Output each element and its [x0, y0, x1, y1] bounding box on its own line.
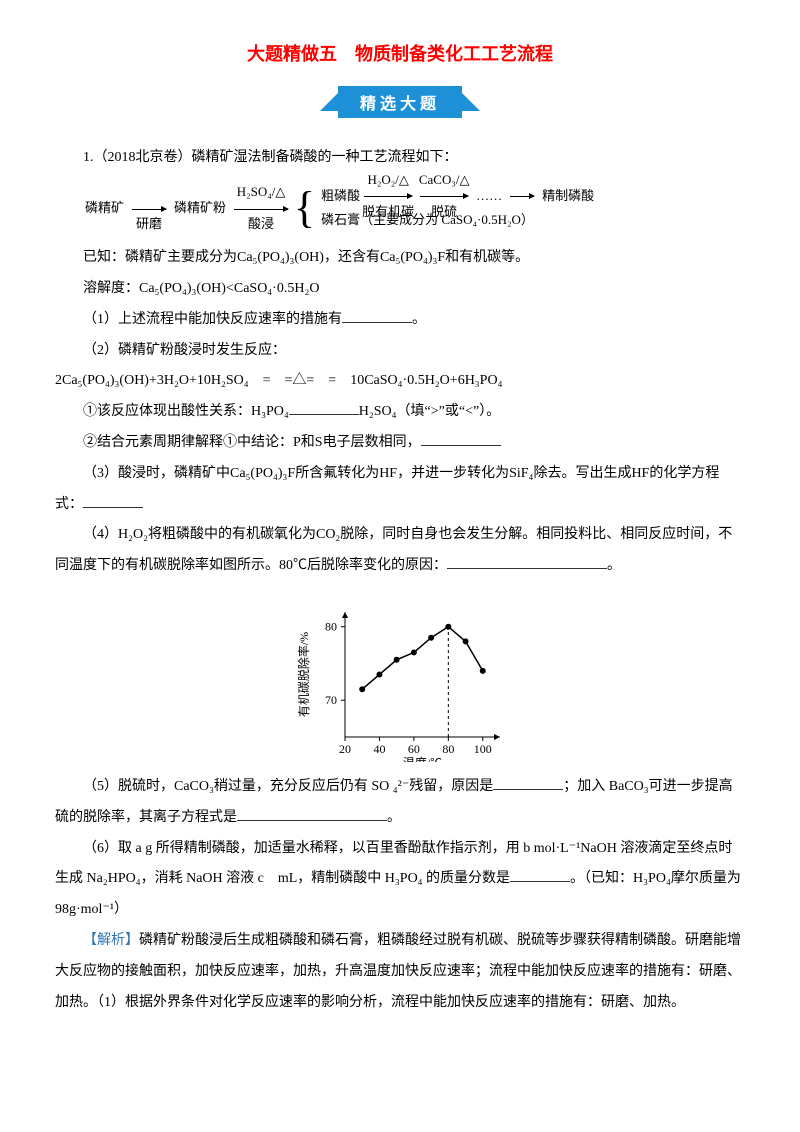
- q1-1-text: （1）上述流程中能加快反应速率的措施有: [83, 312, 342, 327]
- q1-3-text: （3）酸浸时，磷精矿中Ca₅(PO₄)₃F所含氟转化为HF，并进一步转化为SiF…: [55, 466, 719, 512]
- flow-node-3a: 粗磷酸: [321, 184, 360, 209]
- main-title: 大题精做五 物质制备类化工工艺流程: [55, 40, 745, 66]
- q1-2: （2）磷精矿粉酸浸时发生反应：: [55, 336, 745, 367]
- blank: [237, 820, 387, 821]
- flow-node-2: 磷精矿粉: [170, 196, 230, 221]
- q1-3: （3）酸浸时，磷精矿中Ca₅(PO₄)₃F所含氟转化为HF，并进一步转化为SiF…: [55, 459, 745, 521]
- flow-arrow-1: [132, 209, 166, 210]
- q1-4-tail: 。: [607, 558, 621, 573]
- flow-node-1: 磷精矿: [81, 196, 128, 221]
- flow-brace: {: [292, 186, 317, 230]
- svg-text:60: 60: [408, 742, 420, 756]
- blank: [421, 445, 501, 446]
- blank: [447, 568, 607, 569]
- svg-text:80: 80: [325, 620, 337, 634]
- flow-arrow-2-top: H₂SO₄/△: [230, 180, 292, 205]
- banner-right-decor: [462, 93, 480, 111]
- flow-arrow-1-label: 研磨: [128, 212, 170, 237]
- banner: 精选大题: [55, 86, 745, 118]
- svg-text:有机碳脱除率/%: 有机碳脱除率/%: [296, 632, 311, 717]
- flow-arrow-4: [420, 196, 468, 197]
- flow-arrow-2: [234, 209, 288, 210]
- blank: [493, 789, 563, 790]
- equation: 2Ca₅(PO₄)₃(OH)+3H₂O+10H₂SO₄ = =△= = 10Ca…: [55, 366, 745, 397]
- svg-text:100: 100: [474, 742, 492, 756]
- banner-label: 精选大题: [338, 86, 462, 118]
- q1-2b-text: ②结合元素周期律解释①中结论：P和S电子层数相同，: [83, 435, 421, 450]
- q1-2b: ②结合元素周期律解释①中结论：P和S电子层数相同，: [55, 428, 745, 459]
- flow-arrow-4-top: CaCO₃/△: [416, 168, 472, 193]
- blank: [342, 322, 412, 323]
- svg-text:80: 80: [442, 742, 454, 756]
- blank: [510, 881, 570, 882]
- svg-text:温度/℃: 温度/℃: [403, 755, 442, 762]
- q1-5a: （5）脱硫时，CaCO₃稍过量，充分反应后仍有 SO ₄²⁻残留，原因是: [83, 779, 493, 794]
- svg-text:40: 40: [373, 742, 385, 756]
- page: 大题精做五 物质制备类化工工艺流程 精选大题 1.（2018北京卷）磷精矿湿法制…: [0, 0, 800, 1058]
- flow-arrow-4-bottom: 脱硫: [416, 200, 472, 225]
- flow-arrow-3-top: H₂O₂/△: [360, 168, 416, 193]
- q1-2a: ①该反应体现出酸性关系：H₃PO₄ H₂SO₄（填“>”或“<”）。: [55, 397, 745, 428]
- banner-left-decor: [320, 93, 338, 111]
- q1-5-tail: 。: [387, 810, 401, 825]
- known-1: 已知：磷精矿主要成分为Ca₅(PO₄)₃(OH)，还含有Ca₅(PO₄)₃F和有…: [55, 243, 745, 274]
- analysis-text: 磷精矿粉酸浸后生成粗磷酸和磷石膏，粗磷酸经过脱有机碳、脱硫等步骤获得精制磷酸。研…: [55, 933, 741, 1010]
- flow-node-5: 精制磷酸: [538, 184, 598, 209]
- flow-dots: ……: [472, 184, 506, 209]
- analysis: 【解析】磷精矿粉酸浸后生成粗磷酸和磷石膏，粗磷酸经过脱有机碳、脱硫等步骤获得精制…: [55, 926, 745, 1018]
- flow-arrow-2-bottom: 酸浸: [230, 212, 292, 237]
- known-2: 溶解度：Ca₅(PO₄)₃(OH)<CaSO₄·0.5H₂O: [55, 274, 745, 305]
- analysis-label: 【解析】: [83, 933, 139, 948]
- blank: [83, 507, 143, 508]
- q1-2a-b: H₂SO₄（填“>”或“<”）。: [359, 404, 500, 419]
- flow-arrow-3-bottom: 脱有机碳: [360, 200, 416, 225]
- svg-text:20: 20: [339, 742, 351, 756]
- flow-arrow-3: [364, 196, 412, 197]
- svg-text:70: 70: [325, 693, 337, 707]
- chart-svg: 204060801007080温度/℃有机碳脱除率/%: [290, 592, 510, 762]
- flow-diagram: 磷精矿 研磨 磷精矿粉 H₂SO₄/△ 酸浸 { 粗磷酸 H₂O₂/△ 脱有机碳: [81, 184, 745, 233]
- q1-6: （6）取 a g 所得精制磷酸，加适量水稀释，以百里香酚酞作指示剂，用 b mo…: [55, 834, 745, 926]
- q1-5: （5）脱硫时，CaCO₃稍过量，充分反应后仍有 SO ₄²⁻残留，原因是；加入 …: [55, 772, 745, 834]
- q1-1-tail: 。: [412, 312, 426, 327]
- flow-arrow-5: [510, 196, 534, 197]
- blank: [289, 414, 359, 415]
- chart: 204060801007080温度/℃有机碳脱除率/%: [55, 592, 745, 762]
- q1-2a-a: ①该反应体现出酸性关系：H₃PO₄: [83, 404, 289, 419]
- q1-1: （1）上述流程中能加快反应速率的措施有 。: [55, 305, 745, 336]
- q1-4: （4）H₂O₂将粗磷酸中的有机碳氧化为CO₂脱除，同时自身也会发生分解。相同投料…: [55, 520, 745, 582]
- q1-4-text: （4）H₂O₂将粗磷酸中的有机碳氧化为CO₂脱除，同时自身也会发生分解。相同投料…: [55, 527, 732, 573]
